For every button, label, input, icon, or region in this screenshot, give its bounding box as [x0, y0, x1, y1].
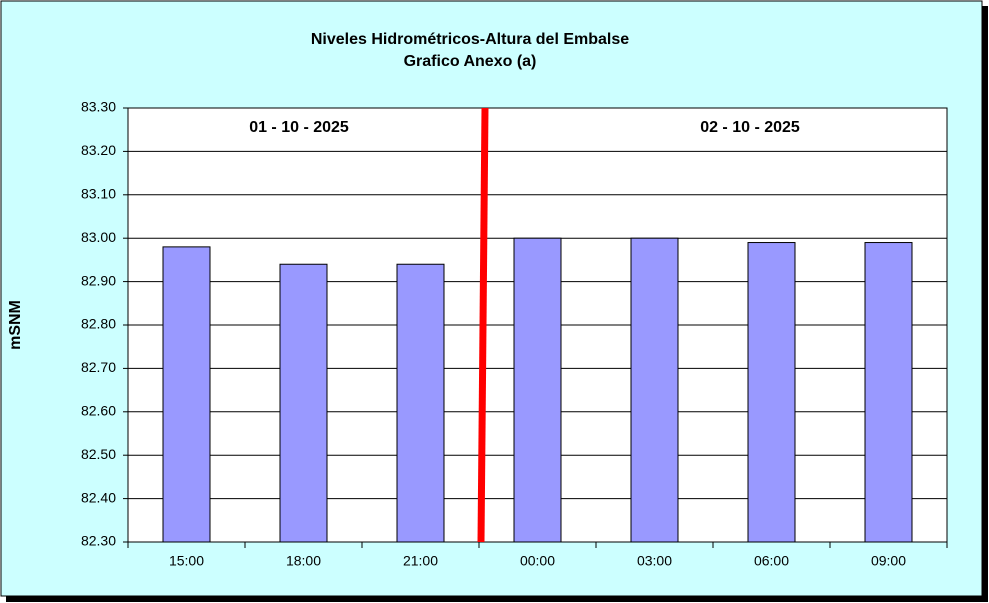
bar: [513, 237, 562, 543]
y-tick-label: 82.40: [81, 489, 116, 505]
y-tick-label: 83.30: [81, 99, 116, 115]
x-tick-label: 09:00: [871, 553, 906, 569]
annotation: 02 - 10 - 2025: [700, 119, 800, 136]
y-tick-label: 82.50: [81, 446, 116, 462]
y-tick-label: 83.10: [81, 186, 116, 202]
y-axis-label: mSNM: [7, 300, 24, 350]
bar: [747, 242, 796, 543]
y-tick-label: 82.90: [81, 272, 116, 288]
bar: [630, 237, 679, 543]
bar: [162, 246, 211, 543]
bar: [396, 263, 445, 543]
y-tick-label: 83.00: [81, 229, 116, 245]
x-tick-label: 06:00: [754, 553, 789, 569]
y-tick-label: 82.60: [81, 403, 116, 419]
chart-title: Niveles Hidrométricos-Altura del Embalse: [311, 31, 629, 48]
day-divider: [477, 107, 489, 543]
y-tick-label: 82.30: [81, 533, 116, 549]
bar: [864, 242, 913, 543]
x-tick-label: 15:00: [169, 553, 204, 569]
y-tick-label: 82.80: [81, 316, 116, 332]
bar: [279, 263, 328, 543]
annotation: 01 - 10 - 2025: [249, 119, 349, 136]
x-tick-label: 21:00: [403, 553, 438, 569]
x-tick-label: 18:00: [286, 553, 321, 569]
x-tick-label: 00:00: [520, 553, 555, 569]
chart-subtitle: Grafico Anexo (a): [404, 53, 537, 70]
y-tick-label: 82.70: [81, 359, 116, 375]
y-tick-label: 83.20: [81, 142, 116, 158]
x-tick-label: 03:00: [637, 553, 672, 569]
